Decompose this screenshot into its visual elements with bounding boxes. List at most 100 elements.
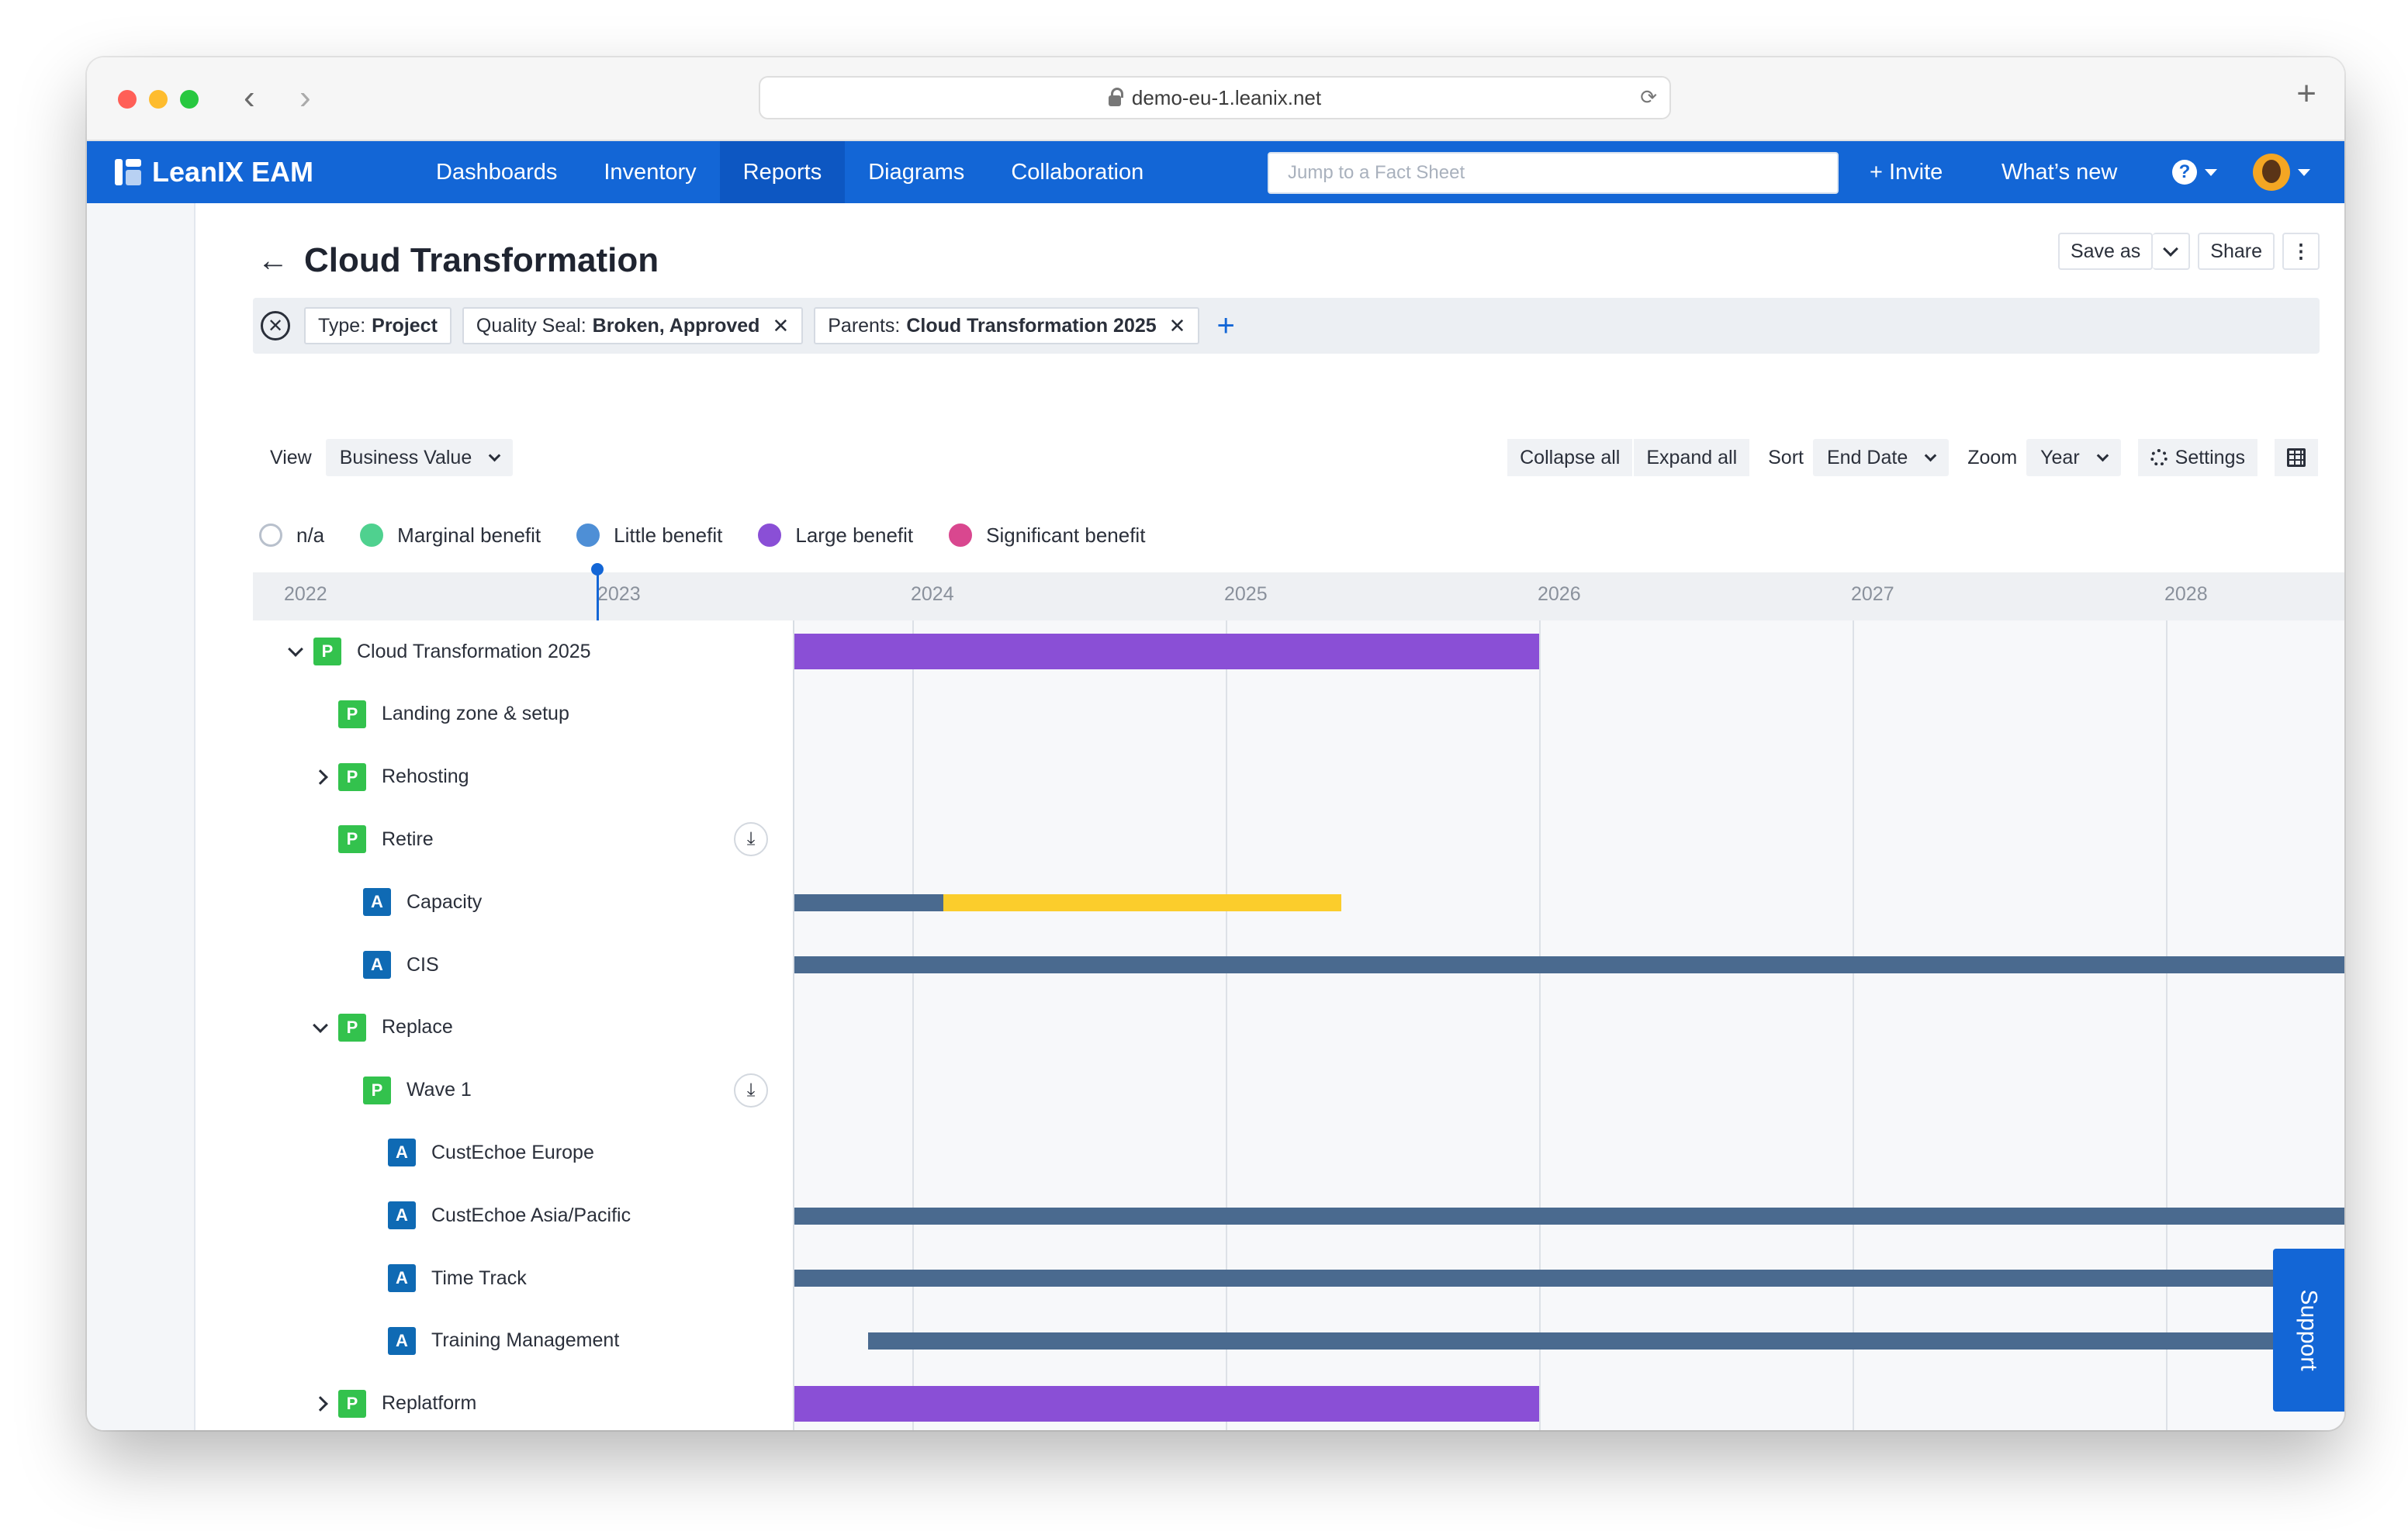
sort-select[interactable]: End Date	[1812, 439, 1950, 476]
remove-filter-icon[interactable]: ✕	[772, 313, 790, 337]
tree-row[interactable]: P Rehosting	[312, 746, 469, 808]
expand-toggle[interactable]	[312, 1395, 329, 1412]
support-button[interactable]: Support	[2273, 1249, 2344, 1412]
gantt-bar[interactable]	[794, 1207, 2344, 1225]
filter-bar: ✕ Type: Project Quality Seal: Broken, Appro…	[253, 298, 2320, 354]
zoom-select[interactable]: Year	[2026, 439, 2121, 476]
hierarchy-tree: P Cloud Transformation 2025 P Landing zone …	[253, 620, 793, 1430]
more-options-button[interactable]: ⋮	[2282, 233, 2320, 270]
share-button[interactable]: Share	[2198, 233, 2275, 270]
filter-value: Cloud Transformation 2025	[906, 314, 1157, 337]
user-menu[interactable]	[2253, 141, 2310, 203]
whats-new-link[interactable]: What’s new	[2001, 159, 2118, 185]
new-tab-icon[interactable]: +	[2296, 74, 2316, 112]
address-bar[interactable]: demo-eu-1.leanix.net ⟳	[759, 76, 1671, 119]
nav-item-diagrams[interactable]: Diagrams	[868, 159, 965, 185]
tree-row[interactable]: P Cloud Transformation 2025	[287, 620, 591, 683]
fact-sheet-name[interactable]: Landing zone & setup	[382, 703, 569, 725]
tree-row[interactable]: P Wave 1	[337, 1059, 472, 1121]
expand-toggle[interactable]	[312, 769, 329, 785]
reload-icon[interactable]: ⟳	[1640, 85, 1657, 109]
tree-row[interactable]: P Replace	[312, 997, 453, 1059]
settings-button[interactable]: Settings	[2137, 439, 2258, 476]
view-label: View	[270, 446, 312, 468]
tree-row[interactable]: P Landing zone & setup	[312, 683, 569, 745]
today-dot	[591, 563, 604, 575]
leanix-logo-icon	[115, 159, 141, 185]
minimize-window-button[interactable]	[149, 90, 168, 109]
fact-sheet-name[interactable]: Replatform	[382, 1392, 477, 1415]
fact-sheet-name[interactable]: Retire	[382, 828, 434, 850]
chevron-down-icon	[488, 449, 501, 461]
fact-sheet-search[interactable]	[1268, 152, 1839, 194]
back-arrow-icon[interactable]: ←	[258, 243, 289, 278]
filter-chip[interactable]: Quality Seal: Broken, Approved ✕	[462, 307, 804, 344]
filter-chip[interactable]: Parents: Cloud Transformation 2025 ✕	[814, 307, 1200, 344]
support-label: Support	[2296, 1289, 2323, 1371]
fact-sheet-name[interactable]: Training Management	[431, 1329, 620, 1352]
add-filter-icon[interactable]: +	[1216, 308, 1235, 343]
filter-chip[interactable]: Type: Project	[304, 307, 452, 344]
search-input[interactable]	[1288, 162, 1837, 184]
help-menu[interactable]: ?	[2172, 141, 2217, 203]
fact-sheet-name[interactable]: Rehosting	[382, 766, 469, 788]
app-logo[interactable]: LeanIX EAM	[115, 154, 313, 191]
sort-order-icon[interactable]: ⤓	[734, 822, 768, 857]
gantt-bar[interactable]	[794, 1270, 2344, 1287]
table-view-button[interactable]	[2275, 439, 2318, 476]
fact-sheet-name[interactable]: Wave 1	[407, 1079, 472, 1101]
close-window-button[interactable]	[118, 90, 137, 109]
fact-sheet-name[interactable]: Time Track	[431, 1267, 527, 1289]
legend-dot	[758, 524, 782, 547]
expand-toggle[interactable]	[312, 1017, 329, 1033]
tree-row[interactable]: A CIS	[337, 934, 439, 996]
collapse-all-button[interactable]: Collapse all	[1507, 439, 1633, 476]
gantt-bar[interactable]	[794, 634, 1539, 670]
fact-sheet-name[interactable]: Cloud Transformation 2025	[357, 640, 591, 662]
nav-item-collaboration[interactable]: Collaboration	[1011, 159, 1144, 185]
clear-filters-icon[interactable]: ✕	[261, 311, 290, 340]
tree-row[interactable]: A CustEchoe Europe	[362, 1121, 594, 1184]
tree-row[interactable]: A CustEchoe Asia/Pacific	[362, 1184, 631, 1246]
forward-icon[interactable]: ›	[299, 78, 311, 116]
tree-row[interactable]: P Retire	[312, 808, 434, 870]
gantt-bar[interactable]	[794, 893, 944, 911]
view-select[interactable]: Business Value	[325, 439, 514, 476]
remove-filter-icon[interactable]: ✕	[1168, 313, 1186, 337]
nav-item-inventory[interactable]: Inventory	[604, 159, 697, 185]
gantt-bar[interactable]	[868, 1332, 2344, 1350]
nav-item-reports[interactable]: Reports	[719, 141, 846, 203]
tree-row[interactable]: A Training Management	[362, 1310, 619, 1372]
gantt-bar[interactable]	[943, 893, 1342, 911]
save-as-button[interactable]: Save as	[2057, 233, 2154, 270]
gantt-bar[interactable]	[794, 956, 2344, 974]
fact-sheet-name[interactable]: CustEchoe Asia/Pacific	[431, 1204, 631, 1226]
fact-sheet-name[interactable]: CustEchoe Europe	[431, 1141, 594, 1163]
fact-sheet-type-badge: P	[363, 1076, 391, 1104]
top-navigation: LeanIX EAM Dashboards Inventory Reports Dia…	[87, 141, 2344, 203]
invite-button[interactable]: + Invite	[1870, 159, 1943, 185]
tree-row[interactable]: A Time Track	[362, 1247, 527, 1309]
back-icon[interactable]: ‹	[244, 78, 255, 116]
gear-icon	[2150, 449, 2168, 466]
sort-order-icon[interactable]: ⤓	[734, 1073, 768, 1108]
chevron-down-icon	[2298, 168, 2310, 176]
legend-label: Significant benefit	[986, 523, 1146, 547]
gantt-bar[interactable]	[794, 1386, 1539, 1422]
nav-item-dashboards[interactable]: Dashboards	[436, 159, 558, 185]
save-as-dropdown[interactable]	[2153, 233, 2191, 270]
fact-sheet-name[interactable]: Capacity	[407, 890, 483, 913]
legend: n/a Marginal benefit Little benefit Large b…	[259, 520, 1181, 551]
tree-row[interactable]: P Replatform	[312, 1373, 476, 1430]
maximize-window-button[interactable]	[180, 90, 199, 109]
expand-toggle[interactable]	[287, 641, 304, 657]
expand-all-button[interactable]: Expand all	[1634, 439, 1750, 476]
axis-tick-label: 2026	[1538, 583, 1581, 605]
legend-label: Large benefit	[795, 523, 914, 547]
filter-key: Type:	[318, 314, 366, 337]
left-rail	[87, 203, 195, 1430]
fact-sheet-name[interactable]: Replace	[382, 1016, 453, 1039]
fact-sheet-name[interactable]: CIS	[407, 953, 439, 976]
legend-item: n/a	[259, 524, 324, 548]
tree-row[interactable]: A Capacity	[337, 871, 482, 933]
